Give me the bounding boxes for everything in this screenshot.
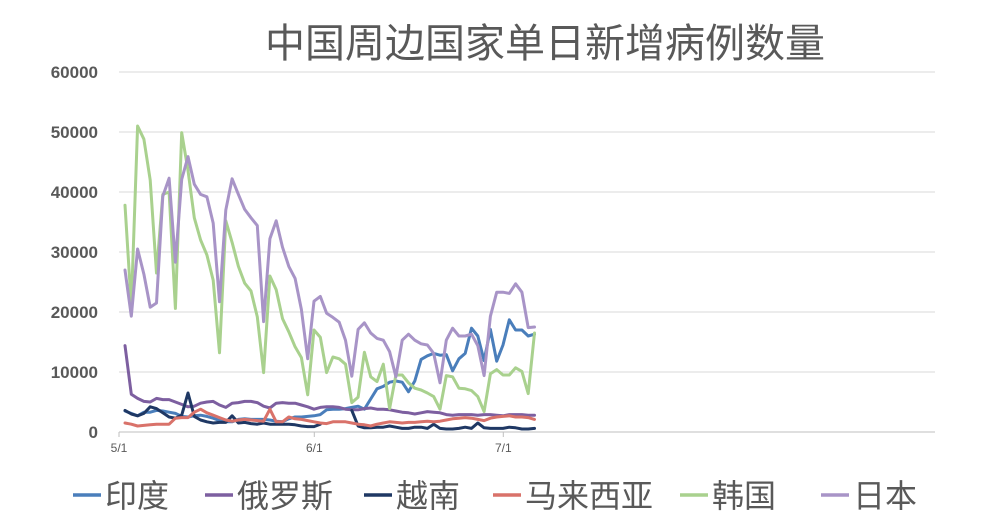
legend-label: 印度 — [105, 477, 169, 515]
legend-label: 马来西亚 — [525, 477, 653, 515]
x-tick-label: 5/1 — [111, 441, 128, 455]
x-tick-label: 7/1 — [495, 441, 512, 455]
series-lines — [123, 124, 536, 431]
x-axis-ticks: 5/1 6/1 7/1 — [111, 432, 512, 455]
legend: 印度 俄罗斯 越南 马来西亚 韩国 日本 — [73, 477, 917, 515]
series-line-3 — [123, 407, 536, 428]
series-line-5 — [123, 155, 536, 385]
series-line-1 — [123, 344, 536, 418]
y-tick-label: 30000 — [51, 243, 98, 262]
y-tick-label: 10000 — [51, 363, 98, 382]
y-tick-label: 60000 — [51, 63, 98, 82]
legend-label: 日本 — [853, 477, 917, 515]
y-tick-label: 20000 — [51, 303, 98, 322]
legend-label: 越南 — [396, 477, 460, 515]
y-axis-ticks: 0 10000 20000 30000 40000 50000 60000 — [51, 63, 98, 442]
series-line-2 — [123, 391, 536, 431]
y-tick-label: 0 — [89, 423, 98, 442]
series-line-4 — [123, 124, 536, 414]
legend-label: 俄罗斯 — [237, 477, 333, 515]
y-tick-label: 50000 — [51, 123, 98, 142]
y-tick-label: 40000 — [51, 183, 98, 202]
chart-title: 中国周边国家单日新增病例数量 — [265, 21, 825, 67]
grid — [119, 71, 935, 433]
x-tick-label: 6/1 — [306, 441, 323, 455]
legend-label: 韩国 — [712, 477, 776, 515]
